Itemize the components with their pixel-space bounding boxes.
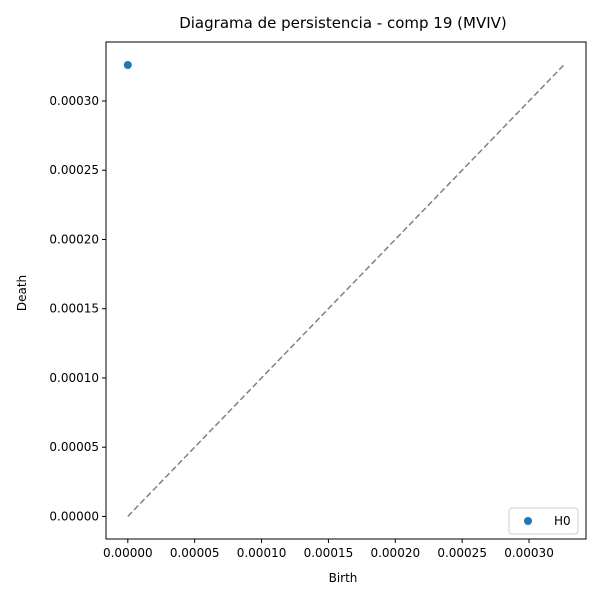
plot-area (105, 41, 587, 540)
legend-box (508, 507, 579, 535)
y-tick-label: 0.00020 (49, 232, 99, 246)
x-tick-label: 0.00005 (170, 546, 220, 560)
x-tick-label: 0.00015 (304, 546, 354, 560)
legend-marker-h0 (524, 517, 532, 525)
y-tick-label: 0.00015 (49, 302, 99, 316)
y-tick-label: 0.00005 (49, 440, 99, 454)
x-axis-label: Birth (329, 571, 358, 585)
y-tick-label: 0.00010 (49, 371, 99, 385)
chart-title: Diagrama de persistencia - comp 19 (MVIV… (179, 14, 507, 32)
legend-label-h0: H0 (554, 514, 571, 528)
y-tick-label: 0.00000 (49, 509, 99, 523)
y-axis-label: Death (15, 275, 29, 311)
y-tick-label: 0.00030 (49, 94, 99, 108)
legend: H0 (508, 507, 579, 535)
plot-frame (105, 41, 587, 540)
x-tick-label: 0.00030 (504, 546, 554, 560)
data-point-h0 (123, 60, 132, 69)
x-tick-label: 0.00000 (103, 546, 153, 560)
y-tick-label: 0.00025 (49, 163, 99, 177)
x-tick-label: 0.00025 (437, 546, 487, 560)
x-axis-ticks: 0.00000 0.00005 0.00010 0.00015 0.00020 0.000… (103, 539, 554, 560)
diagonal-reference-line (127, 64, 565, 517)
y-axis-ticks: 0.00000 0.00005 0.00010 0.00015 0.00020 0.000… (49, 94, 106, 523)
x-tick-label: 0.00020 (370, 546, 420, 560)
x-tick-label: 0.00010 (237, 546, 287, 560)
